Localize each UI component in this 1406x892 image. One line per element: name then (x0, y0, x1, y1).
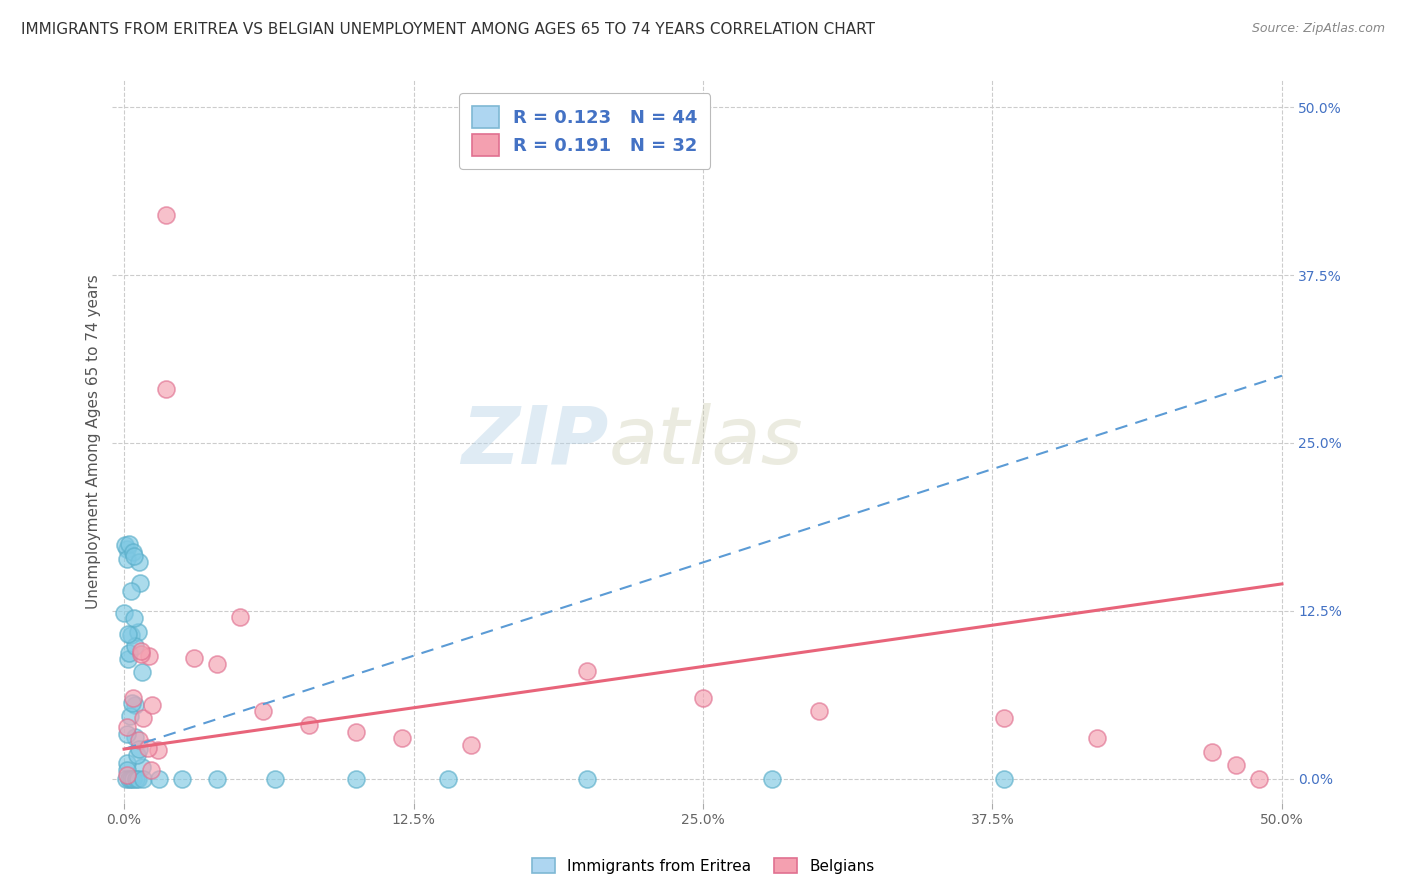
Point (807, 705, 830, 719)
Point (141, 763, 163, 777)
Point (118, 537, 141, 551)
Point (121, 544, 143, 558)
Point (344, 724, 367, 739)
Point (118, 646, 141, 660)
Point (136, 740, 159, 755)
Point (263, 772, 285, 786)
Point (437, 772, 460, 786)
Point (344, 772, 367, 786)
Point (460, 738, 482, 752)
Point (124, 640, 146, 654)
Point (120, 584, 142, 599)
Point (122, 549, 145, 563)
Point (117, 551, 139, 566)
Point (146, 743, 169, 757)
Point (128, 555, 150, 569)
Text: Source: ZipAtlas.com: Source: ZipAtlas.com (1251, 22, 1385, 36)
Point (1225, 758, 1247, 772)
Point (138, 649, 160, 664)
Point (1085, 731, 1108, 746)
Point (124, 698, 146, 712)
Point (155, 382, 177, 396)
Point (391, 731, 413, 746)
Legend: R = 0.123   N = 44, R = 0.191   N = 32: R = 0.123 N = 44, R = 0.191 N = 32 (460, 93, 710, 169)
Point (120, 628, 142, 642)
Point (761, 772, 783, 786)
Point (131, 760, 153, 774)
Point (127, 747, 149, 762)
Point (115, 721, 138, 735)
Point (121, 696, 143, 710)
Point (115, 756, 138, 770)
Point (298, 718, 321, 732)
Point (124, 731, 146, 745)
Point (118, 772, 141, 786)
Point (115, 727, 138, 741)
Legend: Immigrants from Eritrea, Belgians: Immigrants from Eritrea, Belgians (526, 852, 880, 880)
Point (155, 208, 177, 222)
Point (122, 690, 145, 705)
Point (131, 665, 153, 680)
Point (1247, 772, 1270, 786)
Point (252, 705, 274, 719)
Point (115, 772, 138, 786)
Point (128, 733, 150, 747)
Point (127, 624, 149, 639)
Point (993, 711, 1015, 725)
Point (118, 709, 141, 723)
Point (576, 772, 599, 786)
Point (122, 611, 145, 625)
Point (115, 542, 138, 557)
Point (115, 768, 138, 782)
Point (1201, 745, 1223, 759)
Text: ZIP: ZIP (461, 402, 609, 481)
Point (141, 698, 163, 712)
Point (114, 538, 136, 552)
Point (170, 772, 193, 786)
Point (576, 664, 599, 678)
Point (120, 772, 142, 786)
Point (205, 772, 228, 786)
Point (183, 650, 205, 665)
Point (117, 652, 139, 666)
Point (117, 627, 139, 641)
Point (129, 576, 152, 591)
Point (114, 606, 136, 620)
Point (205, 657, 228, 672)
Text: IMMIGRANTS FROM ERITREA VS BELGIAN UNEMPLOYMENT AMONG AGES 65 TO 74 YEARS CORREL: IMMIGRANTS FROM ERITREA VS BELGIAN UNEMP… (21, 22, 875, 37)
Point (131, 647, 153, 661)
Point (117, 764, 139, 778)
Point (131, 772, 153, 786)
Point (131, 644, 153, 658)
Point (692, 691, 714, 706)
Point (229, 610, 252, 624)
Text: atlas: atlas (609, 402, 803, 481)
Y-axis label: Unemployment Among Ages 65 to 74 years: Unemployment Among Ages 65 to 74 years (86, 274, 101, 609)
Point (132, 711, 155, 725)
Point (128, 742, 150, 756)
Point (122, 772, 145, 786)
Point (127, 772, 149, 786)
Point (124, 772, 146, 786)
Point (148, 772, 170, 786)
Point (993, 772, 1015, 786)
